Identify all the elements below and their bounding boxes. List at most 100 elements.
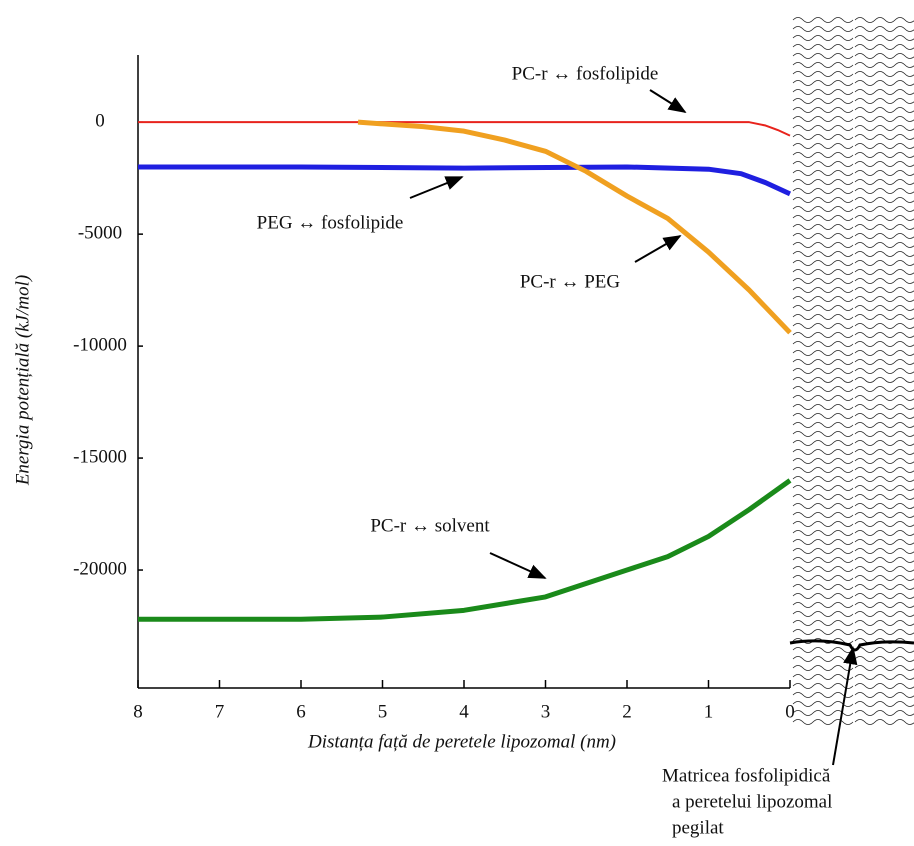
- lipid: [792, 314, 854, 320]
- lipid: [854, 125, 914, 131]
- x-axis-title: Distanța față de peretele lipozomal (nm): [307, 731, 616, 752]
- lipid: [854, 665, 914, 671]
- lipid: [854, 116, 914, 122]
- lipid: [792, 458, 854, 464]
- lipid: [792, 494, 854, 500]
- series-line: [138, 121, 791, 137]
- lipid: [854, 44, 914, 50]
- lipid: [854, 206, 914, 212]
- lipid: [792, 188, 854, 194]
- lipid: [792, 287, 854, 293]
- lipid: [792, 170, 854, 176]
- lipid: [792, 503, 854, 509]
- lipid: [854, 161, 914, 167]
- lipid: [792, 161, 854, 167]
- annotation: PC-r ↔ fosfolipide: [512, 63, 659, 84]
- x-tick-label: 7: [215, 701, 225, 722]
- lipid: [854, 341, 914, 347]
- lipid: [854, 503, 914, 509]
- lipid: [792, 521, 854, 527]
- lipid: [854, 683, 914, 689]
- lipid: [854, 188, 914, 194]
- x-tick-label: 2: [622, 701, 632, 722]
- lipid: [854, 476, 914, 482]
- lipid: [854, 629, 914, 635]
- x-tick-label: 4: [459, 701, 469, 722]
- lipid: [854, 107, 914, 113]
- lipid: [792, 665, 854, 671]
- membrane: [789, 17, 914, 725]
- lipid: [792, 62, 854, 68]
- lipid: [854, 170, 914, 176]
- lipid: [854, 242, 914, 248]
- lipid: [854, 458, 914, 464]
- lipid: [854, 485, 914, 491]
- lipid: [792, 557, 854, 563]
- lipid: [792, 71, 854, 77]
- y-tick-label: -10000: [73, 334, 127, 355]
- lipid: [854, 422, 914, 428]
- lipid: [792, 116, 854, 122]
- lipid: [792, 404, 854, 410]
- lipid: [854, 26, 914, 32]
- arrow: [832, 646, 858, 766]
- lipid: [854, 80, 914, 86]
- lipid: [854, 593, 914, 599]
- lipid: [854, 332, 914, 338]
- lipid: [792, 89, 854, 95]
- lipid: [854, 62, 914, 68]
- y-tick-label: -5000: [78, 223, 122, 244]
- lipid: [854, 719, 914, 725]
- lipid: [792, 233, 854, 239]
- x-tick-label: 1: [704, 701, 714, 722]
- lipid: [854, 656, 914, 662]
- lipid: [854, 692, 914, 698]
- lipid: [854, 647, 914, 653]
- lipid: [792, 350, 854, 356]
- series-line: [357, 119, 792, 335]
- annotation: PEG ↔ fosfolipide: [257, 212, 404, 233]
- lipid: [854, 287, 914, 293]
- lipid: [792, 620, 854, 626]
- lipid: [854, 260, 914, 266]
- lipid: [854, 494, 914, 500]
- lipid: [854, 269, 914, 275]
- lipid: [854, 53, 914, 59]
- lipid: [854, 359, 914, 365]
- lipid: [854, 512, 914, 518]
- lipid: [792, 206, 854, 212]
- lipid: [792, 449, 854, 455]
- lipid: [854, 197, 914, 203]
- lipid: [854, 89, 914, 95]
- lipid: [792, 143, 854, 149]
- lipid: [854, 575, 914, 581]
- lipid: [792, 512, 854, 518]
- lipid: [854, 566, 914, 572]
- y-tick-label: 0: [95, 111, 105, 132]
- lipid: [854, 539, 914, 545]
- lipid: [792, 440, 854, 446]
- lipid: [792, 422, 854, 428]
- lipid: [854, 152, 914, 158]
- lipid: [792, 98, 854, 104]
- lipid: [854, 440, 914, 446]
- lipid: [854, 395, 914, 401]
- lipid: [792, 431, 854, 437]
- lipid: [854, 404, 914, 410]
- lipid: [854, 557, 914, 563]
- lipid: [792, 647, 854, 653]
- lipid: [854, 521, 914, 527]
- plot: 0 -5000 -10000 -15000 -20000 8 7 6 5 4 3 2 1 0: [73, 55, 795, 722]
- lipid: [854, 350, 914, 356]
- lipid: [854, 323, 914, 329]
- lipid: [792, 656, 854, 662]
- lipid: [792, 26, 854, 32]
- lipid: [854, 224, 914, 230]
- lipid: [854, 233, 914, 239]
- lipid: [792, 692, 854, 698]
- lipid: [792, 683, 854, 689]
- lipid: [854, 98, 914, 104]
- lipid: [792, 242, 854, 248]
- lipid: [854, 35, 914, 41]
- lipid: [792, 53, 854, 59]
